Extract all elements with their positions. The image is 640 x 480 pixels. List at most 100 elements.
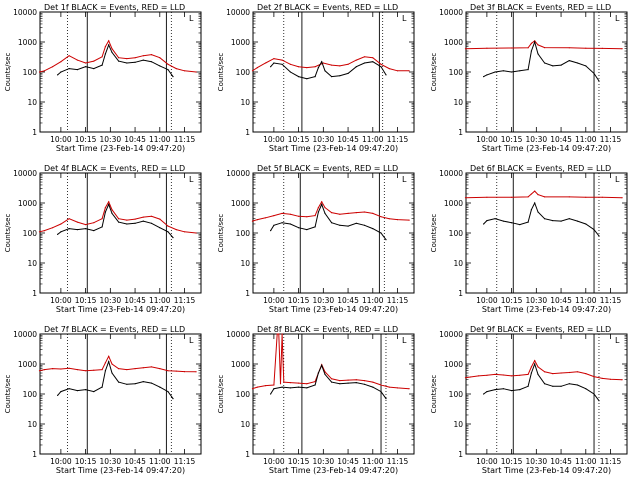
plot-frame: [465, 172, 628, 294]
lld-data-point: [534, 360, 536, 362]
events-data-point: [126, 223, 128, 225]
x-tick-label: 10:45: [337, 296, 359, 305]
lld-data-point: [281, 333, 283, 335]
events-data-point: [380, 232, 382, 234]
events-data-point: [527, 221, 529, 223]
events-data-point: [289, 71, 291, 73]
events-data-point: [519, 224, 521, 226]
lld-data-point: [306, 216, 308, 218]
lld-data-point: [159, 57, 161, 59]
lld-data-point: [126, 58, 128, 60]
y-tick-label: 1: [458, 289, 463, 298]
lld-data-point: [85, 370, 87, 372]
y-tick-label: 10000: [13, 330, 37, 339]
y-tick-label: 10000: [439, 330, 463, 339]
events-data-point: [560, 220, 562, 222]
events-data-point: [502, 220, 504, 222]
events-series-line: [270, 364, 387, 399]
events-data-point: [314, 76, 316, 78]
lld-series-line: [39, 355, 197, 373]
events-data-point: [544, 383, 546, 385]
events-series-line: [57, 359, 174, 399]
x-tick-label: 10:15: [501, 135, 523, 144]
x-tick-label: 10:45: [337, 457, 359, 466]
events-data-point: [60, 71, 62, 73]
y-tick-label: 1: [32, 289, 37, 298]
lld-data-point: [251, 388, 254, 390]
lld-data-point: [530, 366, 533, 368]
events-data-point: [273, 62, 275, 64]
x-tick-label: 10:45: [337, 135, 359, 144]
legend-marker: L: [189, 14, 194, 23]
events-data-point: [380, 391, 382, 393]
events-data-point: [57, 74, 59, 76]
lld-series-line: [252, 56, 410, 72]
y-axis-label: Counts/sec: [217, 375, 225, 414]
y-tick-label: 1000: [231, 199, 250, 208]
events-data-point: [111, 51, 113, 54]
lld-data-point: [278, 333, 280, 335]
lld-data-point: [621, 48, 623, 50]
x-tick-label: 10:00: [50, 135, 72, 144]
lld-data-point: [576, 371, 579, 373]
x-tick-label: 10:30: [526, 457, 548, 466]
events-data-point: [172, 398, 174, 400]
y-tick-label: 1000: [231, 360, 250, 369]
events-data-point: [486, 391, 488, 393]
panel-5: Det 5f BLACK = Events, RED = LLD 1 10 100 10…: [217, 164, 415, 314]
lld-data-point: [331, 64, 333, 66]
events-data-point: [101, 226, 103, 228]
y-tick-label: 1: [32, 128, 37, 137]
lld-data-point: [601, 196, 603, 198]
lld-data-point: [408, 219, 410, 221]
y-tick-label: 1000: [231, 38, 250, 47]
lld-data-point: [347, 212, 349, 214]
y-axis-label: Counts/sec: [217, 214, 225, 253]
events-data-point: [534, 41, 536, 43]
events-data-point: [494, 71, 496, 73]
y-axis-label: Counts/sec: [430, 214, 438, 253]
events-data-point: [483, 393, 485, 395]
lld-data-point: [175, 229, 177, 231]
lld-data-point: [568, 371, 570, 374]
events-data-point: [142, 220, 144, 222]
y-tick-label: 10: [27, 420, 37, 429]
events-data-point: [576, 62, 579, 64]
lld-data-point: [273, 58, 275, 60]
x-tick-label: 11:15: [174, 457, 196, 466]
lld-data-point: [339, 213, 341, 215]
lld-data-point: [380, 63, 382, 65]
events-data-point: [511, 71, 513, 73]
lld-data-point: [355, 59, 357, 61]
events-data-point: [544, 62, 546, 64]
plot-frame: [252, 11, 415, 133]
events-data-point: [76, 229, 78, 231]
lld-data-point: [347, 63, 349, 65]
lld-series-line: [252, 200, 410, 222]
events-data-point: [585, 223, 587, 225]
x-axis-label: Start Time (23-Feb-14 09:47:20): [482, 305, 611, 314]
lld-data-point: [159, 368, 161, 370]
lld-data-point: [111, 48, 113, 50]
lld-data-point: [527, 47, 529, 49]
events-data-point: [321, 203, 323, 205]
panel-title: Det 4f BLACK = Events, RED = LLD: [44, 164, 185, 173]
y-tick-label: 10000: [226, 330, 250, 339]
events-data-point: [530, 209, 533, 211]
y-tick-label: 1000: [444, 38, 463, 47]
events-data-point: [76, 69, 78, 71]
events-data-point: [314, 384, 316, 386]
y-axis-label: Counts/sec: [430, 375, 438, 414]
lld-data-point: [298, 382, 300, 384]
x-axis-label: Start Time (23-Feb-14 09:47:20): [482, 144, 611, 153]
events-data-point: [289, 387, 291, 389]
events-data-point: [159, 227, 161, 229]
y-tick-label: 1: [245, 450, 250, 459]
events-data-point: [385, 74, 387, 76]
lld-data-point: [593, 376, 595, 378]
lld-data-point: [273, 384, 275, 386]
plot-frame: [465, 11, 628, 133]
lld-data-point: [93, 222, 95, 224]
lld-data-point: [104, 362, 106, 364]
events-data-point: [494, 218, 496, 220]
